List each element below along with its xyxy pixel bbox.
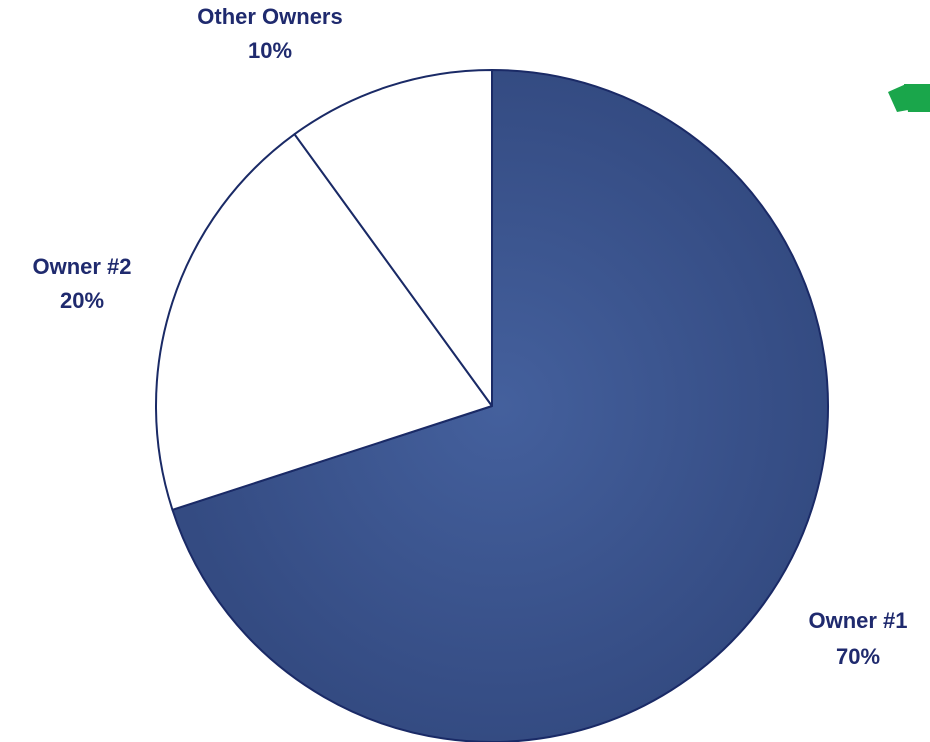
pie-slices xyxy=(155,69,829,742)
slice-percent-label: 10% xyxy=(248,38,292,63)
slice-label: Owner #2 xyxy=(32,254,131,279)
green-logo-icon xyxy=(888,84,930,112)
slice-percent-label: 20% xyxy=(60,288,104,313)
slice-label: Owner #1 xyxy=(808,608,907,633)
pie-slice-owner-2 xyxy=(155,133,493,511)
slice-percent-label: 70% xyxy=(836,644,880,669)
pie-labels: Owner #1 70% Owner #2 20% Other Owners 10% xyxy=(32,4,907,669)
pie-slice-other-owners xyxy=(293,69,493,407)
slice-label: Other Owners xyxy=(197,4,342,29)
pie-slice-owner-1 xyxy=(171,69,829,742)
